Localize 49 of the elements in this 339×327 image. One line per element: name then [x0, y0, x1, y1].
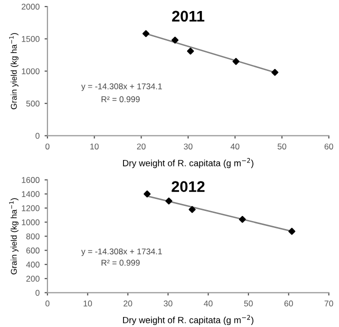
x-axis-title: Dry weight of R. capitata (g m$^{−2}$)	[123, 158, 254, 168]
y-tick-label: 1600	[22, 177, 40, 183]
chart-title: 2011	[172, 10, 204, 22]
y-tick-label: 0	[36, 132, 40, 139]
y-tick-label: 500	[26, 100, 40, 107]
x-tick-label: 40	[230, 144, 240, 150]
x-tick-label: 50	[278, 144, 286, 150]
point	[142, 30, 150, 38]
chart-title: 2012	[172, 181, 205, 192]
point	[144, 190, 151, 198]
x-tick-label: 10	[90, 144, 99, 150]
y-tick-label: 2000	[22, 4, 40, 10]
y-tick-label: 400	[26, 262, 40, 268]
y-tick-label: 1000	[22, 219, 40, 226]
x-tick-label: 30	[164, 300, 172, 306]
point	[271, 68, 278, 76]
y-tick-label: 1200	[22, 205, 40, 212]
x-tick-label: 40	[204, 300, 213, 306]
point	[288, 228, 296, 235]
y-tick-label: 0	[36, 290, 40, 296]
y-tick-label: 1500	[22, 36, 40, 42]
x-tick-label: 70	[324, 300, 334, 306]
x-tick-label: 60	[324, 144, 334, 150]
x-tick-label: 60	[284, 300, 293, 306]
x-axis-title: Dry weight of R. capitata (g m$^{−2}$)	[123, 315, 254, 326]
point	[187, 48, 194, 55]
point	[232, 58, 240, 65]
point	[165, 198, 172, 204]
y-tick-label: 200	[26, 276, 40, 282]
x-tick-label: 0	[45, 300, 50, 306]
x-tick-label: 0	[45, 144, 50, 150]
point	[238, 216, 246, 223]
annotation: R² = 0.999	[102, 96, 140, 102]
x-tick-label: 20	[124, 300, 132, 306]
annotation: y = -14.308x + 1734.1	[81, 83, 162, 91]
point	[188, 206, 196, 213]
x-tick-label: 10	[84, 300, 92, 306]
y-tick-label: 1000	[22, 68, 40, 74]
y-tick-label: 600	[26, 248, 40, 254]
x-tick-label: 30	[184, 144, 192, 150]
annotation: R² = 0.999	[102, 260, 140, 266]
y-tick-label: 1400	[22, 191, 40, 198]
y-axis-title: Grain yield (kg ha$^{−1}$)	[9, 33, 18, 110]
x-tick-label: 20	[137, 144, 146, 150]
annotation: y = -14.308x + 1734.1	[81, 248, 162, 256]
y-tick-label: 800	[26, 233, 40, 240]
y-axis-title: Grain yield (kg ha$^{−1}$)	[9, 198, 18, 274]
x-tick-label: 50	[244, 300, 253, 306]
point	[172, 36, 178, 44]
